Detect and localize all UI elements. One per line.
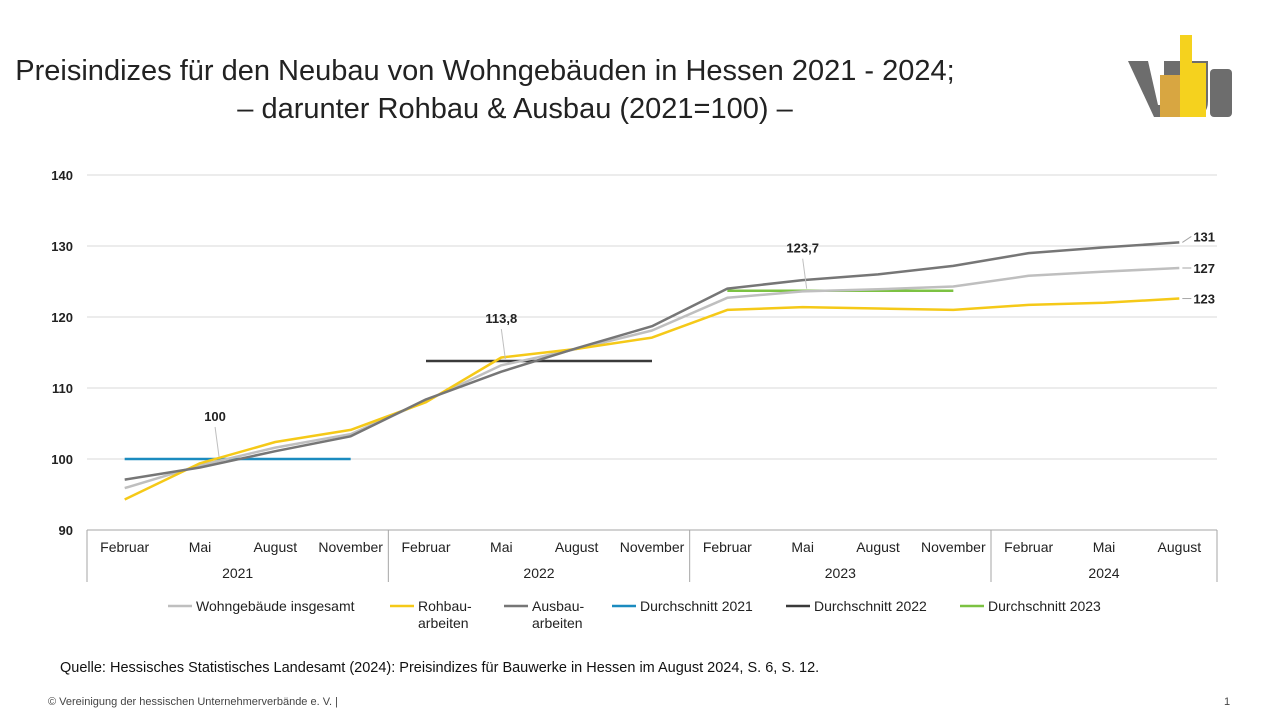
series-line	[124, 241, 1180, 481]
vhu-logo-icon	[1128, 35, 1232, 117]
y-tick-label: 140	[51, 168, 73, 183]
x-tick-label: Februar	[100, 539, 149, 555]
y-tick-label: 120	[51, 310, 73, 325]
legend-label: Durchschnitt 2022	[814, 598, 927, 614]
average-label-leader	[500, 328, 506, 360]
average-label-leader	[214, 426, 220, 458]
y-tick-label: 130	[51, 239, 73, 254]
y-tick-label: 110	[52, 381, 73, 396]
legend-label: Durchschnitt 2021	[640, 598, 753, 614]
x-year-label: 2021	[222, 565, 253, 581]
x-tick-label: Mai	[189, 539, 212, 555]
chart-title-line-1: Preisindizes für den Neubau von Wohngebä…	[15, 55, 955, 87]
end-label: 131	[1193, 229, 1215, 244]
series-line	[124, 266, 1180, 490]
average-label-leader	[802, 258, 808, 289]
y-tick-label: 90	[59, 523, 73, 538]
y-tick-label: 100	[51, 452, 73, 467]
x-tick-label: Februar	[1004, 539, 1053, 555]
x-tick-label: Mai	[1093, 539, 1116, 555]
chart-title-line-2: – darunter Rohbau & Ausbau (2021=100) –	[237, 93, 793, 125]
legend-label: Durchschnitt 2023	[988, 598, 1101, 614]
legend-label: Rohbau-arbeiten	[418, 598, 472, 631]
average-label: 113,8	[485, 311, 517, 326]
series-line	[124, 297, 1180, 501]
line-chart: 90 100 110 120 130 140 Februar Mai August Novembe…	[51, 168, 1218, 631]
x-tick-label: November	[921, 539, 986, 555]
x-tick-label: August	[555, 539, 599, 555]
end-label-leader	[1182, 236, 1192, 243]
average-label: 123,7	[786, 241, 819, 256]
end-label: 123	[1193, 292, 1215, 307]
footer-copyright: © Vereinigung der hessischen Unternehmer…	[48, 696, 339, 708]
page-number: 1	[1224, 696, 1231, 708]
legend-label: Ausbau-arbeiten	[532, 598, 584, 631]
x-tick-label: August	[1158, 539, 1202, 555]
x-year-label: 2023	[825, 565, 856, 581]
source-note: Quelle: Hessisches Statistisches Landesa…	[60, 660, 820, 676]
x-tick-label: August	[856, 539, 900, 555]
x-tick-label: Mai	[791, 539, 814, 555]
x-year-label: 2024	[1088, 565, 1119, 581]
average-label: 100	[204, 409, 226, 424]
x-tick-label: August	[254, 539, 298, 555]
x-tick-label: Mai	[490, 539, 513, 555]
chart-title: Preisindizes für den Neubau von Wohngebä…	[15, 52, 1140, 128]
legend-label: Wohngebäude insgesamt	[196, 598, 355, 614]
x-tick-label: November	[318, 539, 383, 555]
x-tick-label: Februar	[401, 539, 450, 555]
end-label: 127	[1193, 261, 1215, 276]
x-year-label: 2022	[523, 565, 554, 581]
x-tick-label: Februar	[703, 539, 752, 555]
x-tick-label: November	[620, 539, 685, 555]
